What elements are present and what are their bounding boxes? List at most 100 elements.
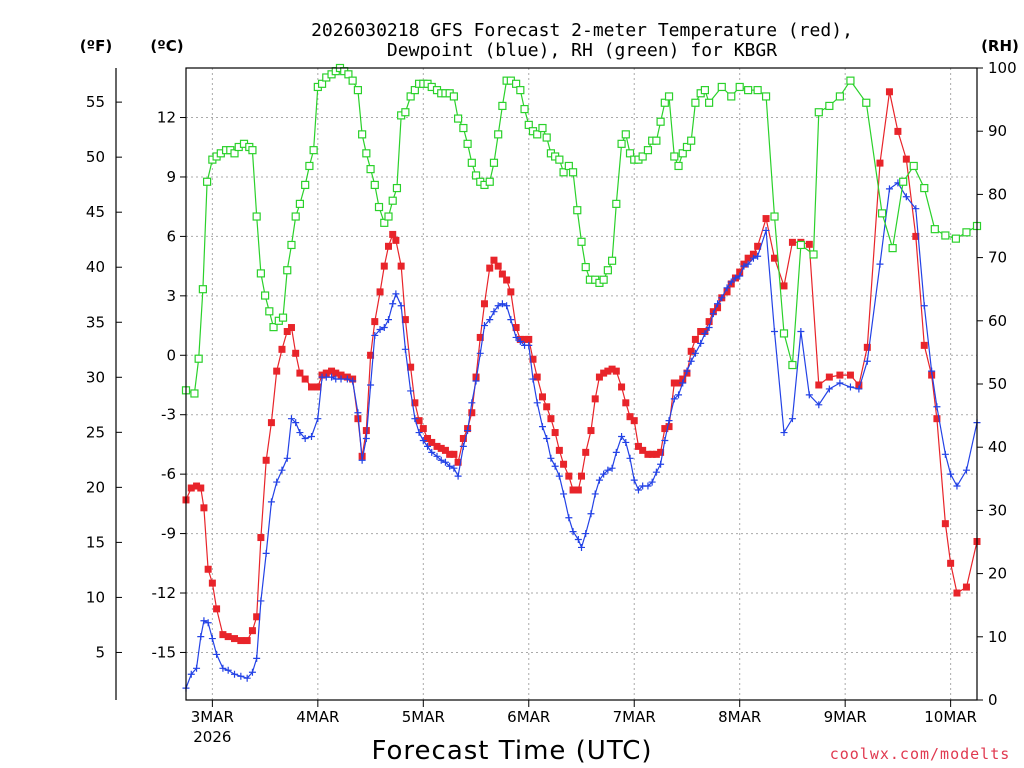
dewpoint-point <box>389 300 397 308</box>
dewpoint-point <box>565 514 573 522</box>
temperature-point <box>902 155 910 163</box>
temperature-point <box>825 373 833 381</box>
temperature-point <box>547 415 555 423</box>
relative-humidity-point <box>779 329 789 338</box>
relative-humidity-point <box>261 291 270 300</box>
temperature-point <box>670 379 678 387</box>
fahrenheit-tick-label: 45 <box>86 203 105 221</box>
dewpoint-point <box>208 635 216 643</box>
relative-humidity-point <box>301 180 310 190</box>
dewpoint-point <box>193 664 201 672</box>
dewpoint-point <box>480 322 488 330</box>
temperature-point <box>885 88 893 96</box>
dewpoint-point <box>371 331 379 339</box>
dewpoint-point <box>459 442 467 450</box>
dewpoint-point <box>863 357 871 365</box>
dewpoint-point <box>437 456 445 464</box>
dewpoint-point <box>933 403 941 411</box>
time-tick-label: 7MAR <box>613 708 656 726</box>
dewpoint-point <box>314 415 322 423</box>
dewpoint-point <box>358 456 366 464</box>
relative-humidity-point <box>700 86 709 95</box>
dewpoint-point <box>740 262 748 270</box>
dewpoint-point <box>253 654 261 662</box>
dewpoint-point <box>446 462 454 470</box>
relative-humidity-point <box>744 86 753 95</box>
dewpoint-point <box>612 448 620 456</box>
relative-humidity-point <box>573 206 582 215</box>
relative-humidity-point <box>678 149 687 158</box>
chart-title-line-2: Dewpoint (blue), RH (green) for KBGR <box>387 40 777 61</box>
dewpoint-point <box>846 383 854 391</box>
dewpoint-point <box>679 379 687 387</box>
relative-humidity-point <box>599 275 608 284</box>
relative-humidity-point <box>796 240 805 250</box>
relative-humidity-point <box>362 149 371 158</box>
chart-title-line-1: 2026030218 GFS Forecast 2-meter Temperat… <box>311 20 853 41</box>
temperature-point <box>384 242 392 250</box>
temperature-point <box>213 605 221 613</box>
dewpoint-point <box>657 460 665 468</box>
temperature-point <box>468 409 476 417</box>
temperature-point <box>754 242 762 250</box>
dewpoint-point <box>780 429 788 437</box>
temperature-point <box>762 215 770 223</box>
temperature-point <box>836 371 844 379</box>
time-tick-label: 5MAR <box>402 708 445 726</box>
relative-humidity-point <box>410 86 419 95</box>
dewpoint-point <box>652 468 660 476</box>
relative-humidity-point <box>358 130 367 139</box>
dewpoint-point <box>415 429 423 437</box>
temperature-point <box>243 637 251 645</box>
dewpoint-point <box>287 415 295 423</box>
temperature-point <box>376 288 384 296</box>
relative-humidity-point <box>542 133 551 142</box>
temperature-point <box>441 446 449 454</box>
celsius-tick-label: -6 <box>161 465 176 483</box>
dewpoint-point <box>525 341 533 349</box>
temperature-point <box>941 520 949 528</box>
temperature-point <box>529 355 537 363</box>
dewpoint-point <box>243 674 251 682</box>
dewpoint-point <box>362 434 370 442</box>
relative-humidity-point <box>682 142 692 152</box>
temperature-point <box>337 371 345 379</box>
dewpoint-point <box>644 482 652 490</box>
relative-humidity-point <box>295 199 305 208</box>
relative-humidity-point <box>581 262 590 272</box>
dewpoint-point <box>805 391 813 399</box>
temperature-point <box>301 375 309 383</box>
relative-humidity-point <box>770 212 779 221</box>
dewpoint-point <box>836 379 844 387</box>
relative-humidity-point <box>705 98 714 107</box>
relative-humidity-point <box>265 307 274 316</box>
temperature-point <box>367 351 375 359</box>
relative-humidity-point <box>190 389 199 398</box>
relative-humidity-point <box>674 161 683 171</box>
relative-humidity-point <box>660 98 669 107</box>
dewpoint-point <box>683 367 691 375</box>
dewpoint-point <box>595 476 603 484</box>
temperature-point <box>533 373 541 381</box>
dewpoint-point <box>797 327 805 335</box>
temperature-point <box>634 442 642 450</box>
temperature-point <box>490 256 498 264</box>
temperature-point <box>560 460 568 468</box>
dewpoint-point <box>494 302 502 310</box>
rh-tick-label: 70 <box>988 249 1007 267</box>
temperature-point <box>582 448 590 456</box>
dewpoint-point <box>885 185 893 193</box>
temperature-point <box>780 282 788 290</box>
dewpoint-point <box>574 536 582 544</box>
relative-humidity-point <box>643 146 653 155</box>
temperature-point <box>679 375 687 383</box>
temperature-point <box>437 444 445 452</box>
temperature-point <box>644 450 652 458</box>
dewpoint-point <box>718 294 726 302</box>
dewpoint-point <box>555 472 563 480</box>
temperature-point <box>639 446 647 454</box>
dewpoint-point <box>547 454 555 462</box>
dewpoint-point <box>705 324 713 332</box>
temperature-point <box>494 262 502 270</box>
dewpoint-point <box>450 464 458 472</box>
